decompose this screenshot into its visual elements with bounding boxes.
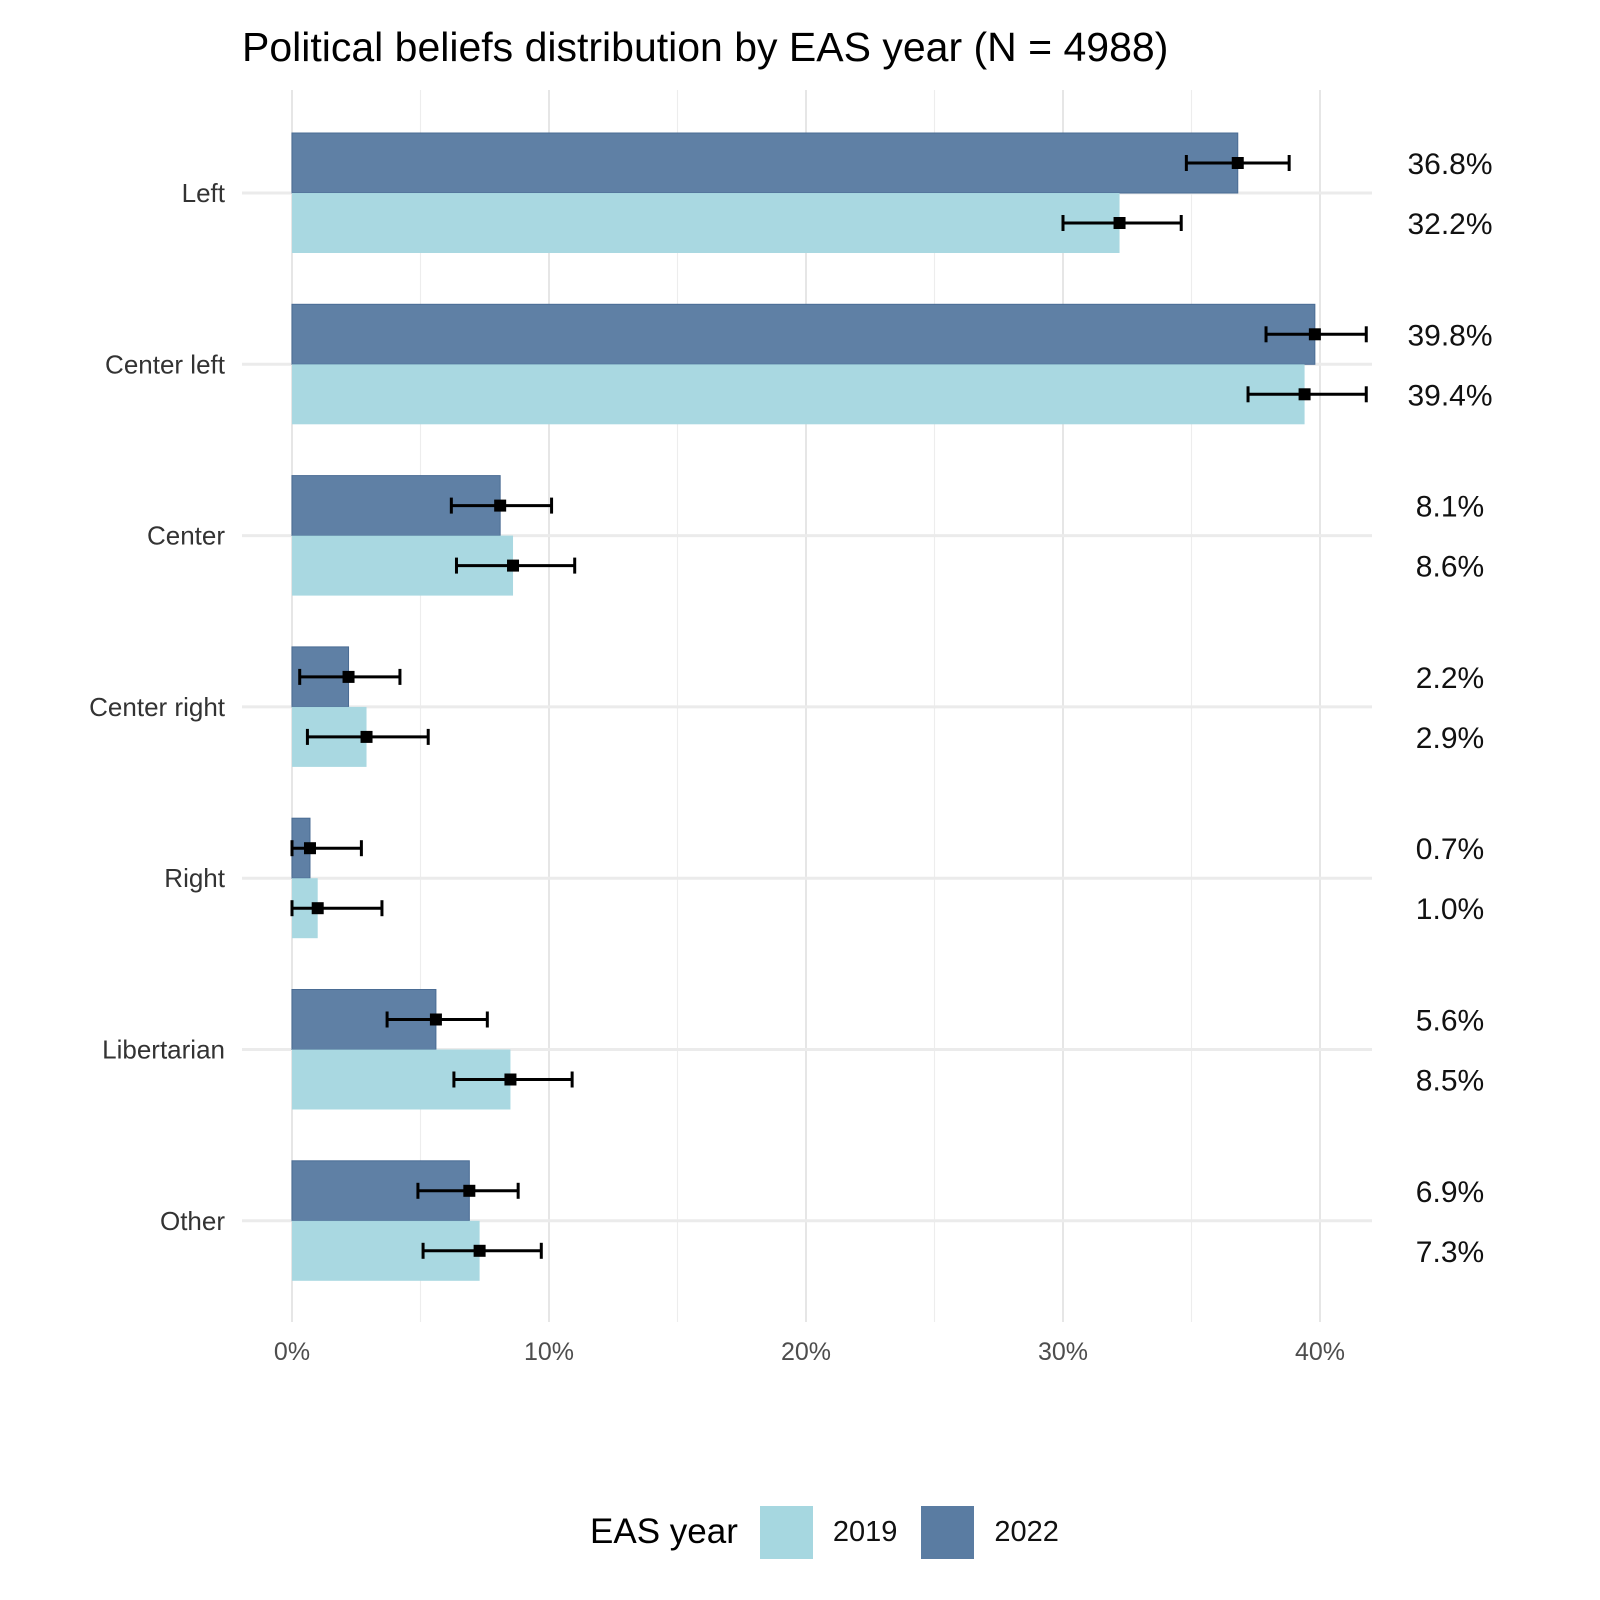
data-label-2019: 2.9%	[1416, 722, 1484, 755]
data-label-2019: 8.6%	[1416, 551, 1484, 584]
category-label: Center right	[89, 692, 226, 722]
data-label-2022: 5.6%	[1416, 1005, 1484, 1038]
data-label-2019: 1.0%	[1416, 893, 1484, 926]
point-estimate-2019	[311, 902, 324, 915]
data-label-2022: 6.9%	[1416, 1176, 1484, 1209]
x-tick-label: 40%	[1295, 1338, 1345, 1366]
category-label: Libertarian	[102, 1035, 225, 1065]
point-estimate-2019	[473, 1244, 486, 1257]
legend-title: EAS year	[590, 1512, 738, 1551]
data-label-2022: 8.1%	[1416, 491, 1484, 524]
data-label-2022: 39.8%	[1407, 319, 1492, 352]
legend: EAS year 2019 2022	[590, 1505, 1083, 1559]
legend-swatch-2019	[759, 1505, 813, 1559]
category-label: Other	[160, 1206, 225, 1236]
x-tick-label: 20%	[781, 1338, 831, 1366]
data-label-2022: 2.2%	[1416, 662, 1484, 695]
category-label: Right	[164, 863, 225, 893]
data-label-2019: 32.2%	[1407, 208, 1492, 241]
point-estimate-2019	[1298, 388, 1311, 401]
point-estimate-2022	[463, 1184, 476, 1197]
category-label: Center left	[105, 349, 226, 379]
data-label-2019: 7.3%	[1416, 1236, 1484, 1269]
point-estimate-2022	[1231, 157, 1244, 169]
category-label: Left	[182, 178, 226, 208]
error-bar-layer	[290, 155, 1368, 1259]
grid-layer	[242, 90, 1372, 1322]
bar-2019	[292, 364, 1305, 425]
legend-label-2019: 2019	[832, 1515, 898, 1548]
x-tick-label: 10%	[524, 1338, 574, 1366]
point-estimate-2019	[360, 730, 373, 743]
point-estimate-2019	[504, 1073, 517, 1086]
data-label-2022: 36.8%	[1407, 148, 1492, 181]
point-estimate-2022	[303, 842, 316, 855]
category-label: Center	[147, 521, 225, 551]
chart-title: Political beliefs distribution by EAS ye…	[242, 24, 1169, 70]
point-estimate-2022	[429, 1013, 442, 1026]
bar-2022	[291, 303, 1316, 365]
legend-label-2022: 2022	[994, 1515, 1059, 1548]
data-label-2019: 8.5%	[1416, 1065, 1484, 1098]
bar-2022	[291, 132, 1239, 194]
x-tick-label: 30%	[1038, 1338, 1088, 1366]
data-label-2022: 0.7%	[1416, 833, 1484, 866]
point-estimate-2019	[507, 559, 520, 572]
point-estimate-2019	[1113, 217, 1126, 229]
bar-layer	[291, 132, 1316, 1281]
point-estimate-2022	[342, 670, 355, 683]
x-tick-label: 0%	[274, 1338, 310, 1366]
legend-swatch-2022	[921, 1505, 975, 1559]
bar-2019	[292, 193, 1120, 253]
label-layer: 0% 10% 20% 30% 40% Left 36.8% 32.2% Center left 3…	[89, 148, 1492, 1366]
data-label-2019: 39.4%	[1407, 379, 1492, 412]
point-estimate-2022	[494, 499, 507, 512]
point-estimate-2022	[1308, 328, 1321, 341]
